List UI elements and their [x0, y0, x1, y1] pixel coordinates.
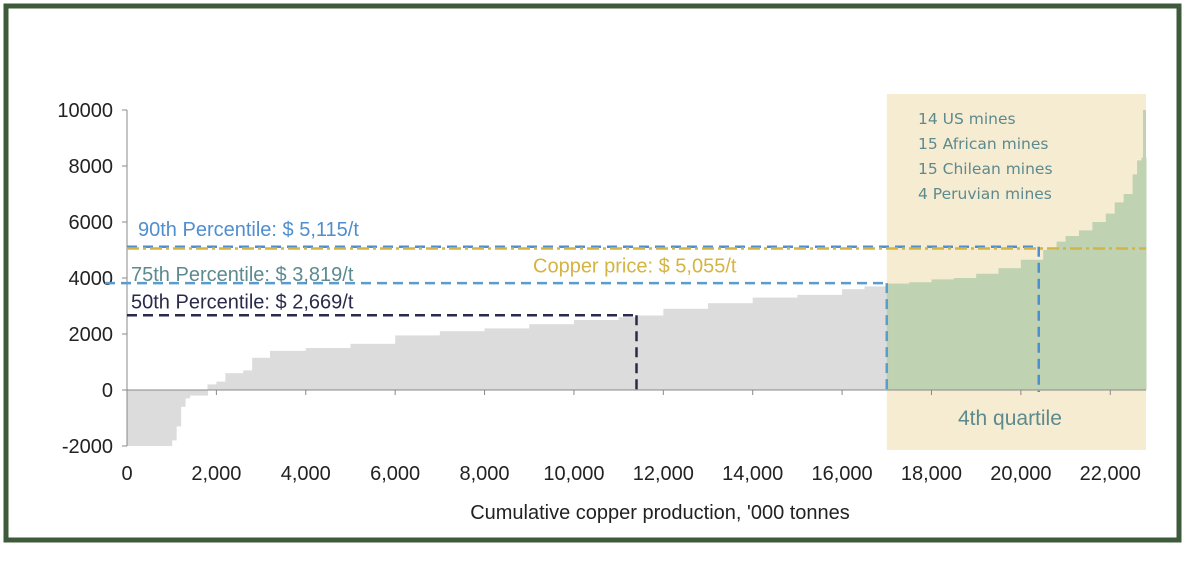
mine-note: 15 Chilean mines: [918, 160, 1053, 178]
cost-step: [976, 273, 1000, 390]
ref-label-90th-percentile: 90th Percentile: $ 5,115/t: [138, 219, 359, 241]
cost-step: [953, 278, 977, 390]
cost-step: [1123, 194, 1134, 390]
cost-step: [1043, 250, 1058, 390]
mine-note: 4 Peruvian mines: [918, 185, 1052, 203]
cost-step: [1056, 241, 1067, 390]
cost-step: [909, 282, 932, 390]
y-axis-ticks: -2000 0 2000 4000 6000 8000 10000: [57, 100, 127, 458]
cost-step: [167, 390, 173, 446]
fourth-quartile-label: 4th quartile: [958, 407, 1062, 430]
cost-step: [797, 294, 843, 390]
cost-step: [202, 390, 208, 396]
y-tick-label: 8000: [69, 156, 114, 178]
cost-step: [752, 297, 798, 390]
cost-step: [395, 335, 441, 390]
cost-step: [216, 381, 226, 390]
x-tick-label: 0: [121, 463, 132, 485]
ref-label-75th-percentile: 75th Percentile: $ 3,819/t: [131, 264, 354, 286]
cost-step: [1105, 213, 1116, 390]
cost-step: [1132, 174, 1138, 390]
cost-step: [127, 390, 168, 446]
x-tick-label: 4,000: [281, 463, 331, 485]
cost-step: [270, 350, 307, 390]
cost-step: [243, 370, 253, 390]
mine-note: 14 US mines: [918, 110, 1016, 128]
cost-step: [189, 390, 204, 396]
cost-step: [998, 268, 1022, 390]
x-axis-title: Cumulative copper production, '000 tonne…: [470, 502, 850, 524]
cost-step: [663, 308, 709, 390]
mine-count-notes: 14 US mines 15 African mines 15 Chilean mi…: [918, 110, 1053, 203]
cost-step: [886, 283, 910, 390]
cost-step: [636, 315, 664, 390]
x-tick-label: 22,000: [1080, 463, 1141, 485]
cost-curve-area: [127, 110, 1147, 446]
cost-step: [180, 390, 186, 407]
y-tick-label: 2000: [69, 324, 114, 346]
cost-step: [225, 373, 244, 390]
x-tick-label: 6,000: [370, 463, 420, 485]
cost-step: [207, 384, 217, 390]
cost-step: [573, 320, 620, 390]
cost-step: [484, 328, 530, 390]
reference-labels: 90th Percentile: $ 5,115/t 75th Percentil…: [131, 219, 737, 313]
y-tick-label: 10000: [57, 100, 113, 122]
cost-step: [842, 289, 865, 390]
cost-step: [185, 390, 191, 399]
cost-step: [171, 390, 177, 441]
mine-note: 15 African mines: [918, 135, 1048, 153]
cost-step: [305, 348, 351, 390]
cost-step: [1114, 202, 1125, 390]
cost-step: [931, 279, 955, 390]
ref-label-50th-percentile: 50th Percentile: $ 2,669/t: [131, 291, 354, 313]
cost-step: [1092, 222, 1107, 390]
x-tick-label: 14,000: [722, 463, 783, 485]
cost-step: [1065, 236, 1080, 390]
y-tick-label: 4000: [69, 268, 114, 290]
cost-step: [252, 357, 271, 390]
y-tick-label: 6000: [69, 212, 114, 234]
x-tick-label: 20,000: [990, 463, 1051, 485]
y-tick-label: 0: [102, 380, 113, 402]
cost-step: [529, 324, 575, 390]
cost-step: [708, 303, 754, 390]
cost-step: [439, 331, 486, 390]
cost-step: [1078, 230, 1093, 390]
y-tick-label: -2000: [62, 436, 113, 458]
cost-step: [1020, 259, 1044, 390]
cost-step: [864, 286, 888, 390]
cost-step: [1143, 110, 1146, 390]
cost-step: [350, 343, 396, 390]
x-tick-label: 16,000: [812, 463, 873, 485]
x-tick-label: 10,000: [543, 463, 604, 485]
x-tick-label: 2,000: [191, 463, 241, 485]
x-tick-label: 18,000: [901, 463, 962, 485]
x-axis-ticks: 0 2,000 4,000 6,000 8,000 10,000 12,000 14,000 1…: [121, 390, 1141, 485]
reference-lines: [105, 245, 1146, 392]
cost-step: [618, 317, 637, 390]
x-tick-label: 12,000: [633, 463, 694, 485]
cost-step: [1137, 160, 1143, 390]
cost-step: [176, 390, 182, 427]
x-tick-label: 8,000: [460, 463, 510, 485]
ref-label-copper-price: Copper price: $ 5,055/t: [533, 255, 737, 277]
